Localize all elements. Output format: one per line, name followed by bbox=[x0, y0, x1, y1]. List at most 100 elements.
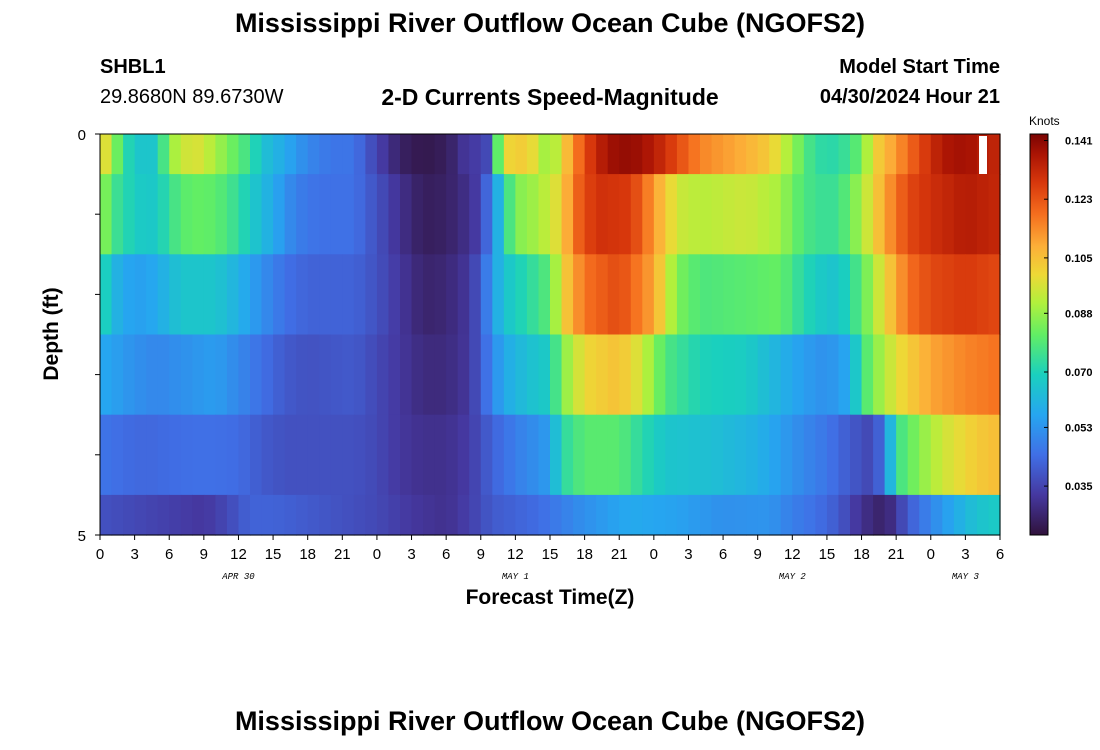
heatmap-cell bbox=[353, 174, 366, 255]
x-tick-label: 12 bbox=[784, 546, 801, 563]
heatmap-cell bbox=[573, 174, 586, 255]
x-tick-label: 9 bbox=[477, 546, 485, 563]
heatmap-cell bbox=[169, 334, 182, 416]
heatmap-cell bbox=[642, 414, 655, 496]
heatmap-cell bbox=[400, 334, 413, 416]
heatmap-cell bbox=[688, 494, 701, 536]
heatmap-cell bbox=[700, 494, 713, 536]
heatmap-cell bbox=[388, 414, 401, 496]
heatmap-cell bbox=[226, 494, 240, 536]
heatmap-cell bbox=[434, 254, 447, 336]
heatmap-cell bbox=[792, 174, 805, 255]
heatmap-cell bbox=[157, 334, 170, 416]
heatmap-cell bbox=[953, 414, 966, 496]
heatmap-cell bbox=[296, 494, 309, 536]
heatmap-cell bbox=[584, 254, 597, 336]
heatmap-cell bbox=[342, 334, 355, 416]
heatmap-cell bbox=[423, 254, 436, 336]
heatmap-cell bbox=[388, 134, 401, 175]
heatmap-cell bbox=[953, 174, 966, 255]
heatmap-cell bbox=[596, 494, 609, 536]
heatmap-cell bbox=[965, 414, 978, 496]
heatmap-cell bbox=[711, 414, 724, 496]
x-tick-label: 3 bbox=[130, 546, 138, 563]
heatmap-cell bbox=[780, 174, 793, 255]
heatmap-cell bbox=[123, 254, 136, 336]
heatmap-cell bbox=[319, 134, 332, 175]
heatmap-cell bbox=[700, 414, 713, 496]
heatmap-cell bbox=[942, 134, 955, 175]
x-tick-label: 0 bbox=[373, 546, 381, 563]
heatmap-cell bbox=[607, 494, 620, 536]
heatmap-cell bbox=[930, 134, 943, 175]
heatmap-cell bbox=[711, 334, 724, 416]
heatmap-cell bbox=[365, 494, 378, 536]
heatmap-cell bbox=[376, 334, 390, 416]
x-tick-label: 15 bbox=[542, 546, 559, 563]
heatmap-cell bbox=[688, 334, 701, 416]
heatmap-cell bbox=[515, 414, 528, 496]
heatmap-cell bbox=[250, 254, 263, 336]
x-tick-label: 6 bbox=[165, 546, 173, 563]
heatmap-cell bbox=[607, 174, 620, 255]
heatmap-cell bbox=[607, 254, 620, 336]
heatmap-cell bbox=[446, 254, 459, 336]
heatmap-cell bbox=[353, 334, 366, 416]
heatmap-cell bbox=[365, 134, 378, 175]
heatmap-cell bbox=[803, 174, 816, 255]
heatmap-cell bbox=[573, 494, 586, 536]
heatmap-cell bbox=[457, 254, 470, 336]
heatmap-cell bbox=[296, 254, 309, 336]
x-tick-label: 12 bbox=[230, 546, 247, 563]
heatmap-cell bbox=[700, 334, 713, 416]
heatmap-cell bbox=[550, 134, 563, 175]
heatmap-cell bbox=[965, 334, 978, 416]
heatmap-cell bbox=[469, 174, 482, 255]
heatmap-cell bbox=[907, 414, 920, 496]
heatmap-cell bbox=[873, 134, 886, 175]
heatmap-cell bbox=[538, 254, 551, 336]
x-tick-label: 0 bbox=[96, 546, 104, 563]
heatmap-cell bbox=[550, 334, 563, 416]
heatmap-cell bbox=[965, 134, 978, 175]
heatmap-cell bbox=[434, 414, 447, 496]
heatmap-cell bbox=[134, 334, 147, 416]
heatmap-cell bbox=[573, 134, 586, 175]
heatmap-cell bbox=[273, 174, 286, 255]
heatmap-cell bbox=[596, 334, 609, 416]
heatmap-cell bbox=[676, 414, 690, 496]
heatmap-cell bbox=[884, 254, 897, 336]
station-coordinates: 29.8680N 89.6730W bbox=[100, 86, 284, 108]
heatmap-cell bbox=[226, 134, 240, 175]
heatmap-cell bbox=[619, 254, 632, 336]
heatmap-cell bbox=[123, 334, 136, 416]
heatmap-cell bbox=[711, 254, 724, 336]
heatmap-cell bbox=[723, 134, 736, 175]
heatmap-cell bbox=[411, 174, 424, 255]
heatmap-cell bbox=[192, 174, 205, 255]
colorbar-ticks: 0.141 0.123 0.105 0.088 0.070 0.053 0.035 bbox=[1044, 136, 1093, 493]
heatmap-cell bbox=[815, 334, 828, 416]
heatmap-cell bbox=[538, 134, 551, 175]
heatmap-cell bbox=[976, 254, 990, 336]
heatmap-cell bbox=[538, 334, 551, 416]
heatmap-cell bbox=[642, 254, 655, 336]
heatmap-cell bbox=[400, 174, 413, 255]
heatmap-cell bbox=[400, 134, 413, 175]
heatmap-cell bbox=[111, 414, 124, 496]
heatmap-cell bbox=[226, 414, 240, 496]
heatmap-cell bbox=[411, 134, 424, 175]
heatmap-cell bbox=[238, 334, 251, 416]
heatmap-cell bbox=[134, 494, 147, 536]
heatmap-cell bbox=[423, 414, 436, 496]
heatmap-cell bbox=[665, 494, 678, 536]
heatmap-cell bbox=[884, 174, 897, 255]
heatmap-cell bbox=[203, 134, 216, 175]
heatmap-cell bbox=[850, 174, 863, 255]
heatmap-cell bbox=[884, 134, 897, 175]
heatmap-cell bbox=[434, 334, 447, 416]
heatmap-cell bbox=[261, 174, 274, 255]
heatmap-cell bbox=[676, 134, 690, 175]
heatmap-cell bbox=[919, 414, 932, 496]
date-label: MAY 1 bbox=[502, 572, 529, 582]
